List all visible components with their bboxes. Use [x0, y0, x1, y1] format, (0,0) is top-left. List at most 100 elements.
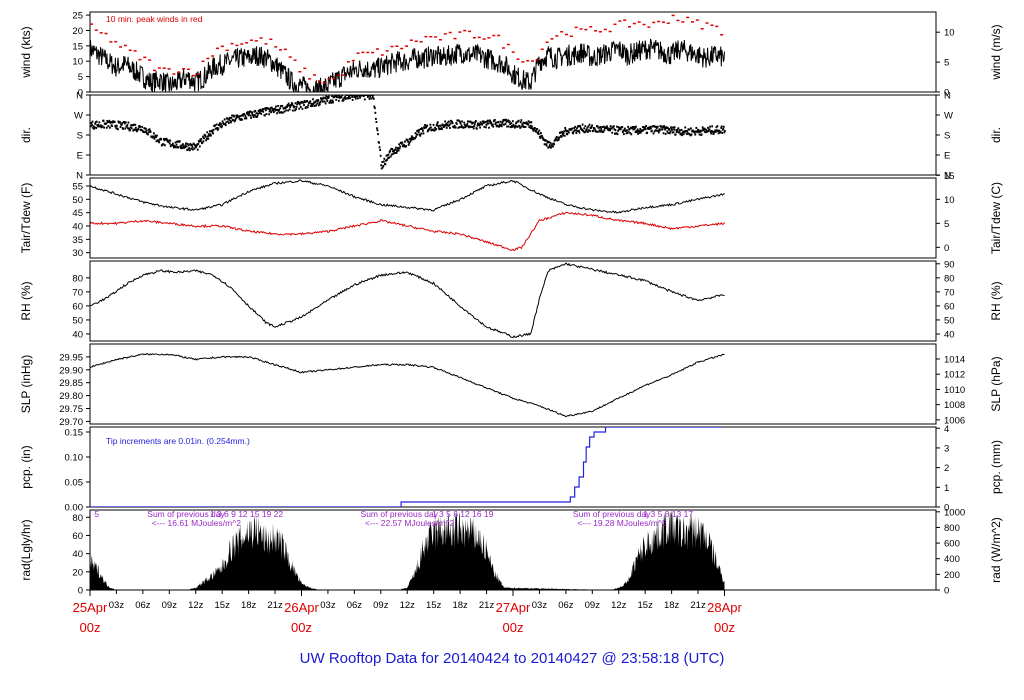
direction-point [113, 120, 116, 123]
direction-point [357, 97, 359, 100]
direction-point [388, 156, 391, 159]
direction-point [175, 146, 177, 149]
peak-wind-mark [569, 35, 573, 38]
direction-point [610, 127, 613, 130]
direction-point [532, 128, 534, 131]
direction-point [462, 126, 465, 129]
direction-point [336, 95, 339, 96]
direction-point [589, 129, 591, 132]
left-tick-label: 29.90 [59, 365, 83, 376]
direction-point [477, 122, 479, 125]
direction-point [486, 120, 488, 123]
direction-point [144, 131, 147, 134]
direction-point [107, 120, 110, 123]
direction-point [656, 129, 659, 132]
direction-point [672, 126, 674, 129]
direction-point [318, 102, 321, 105]
direction-point [561, 130, 563, 133]
y-axis-label-right: RH (%) [989, 281, 1003, 320]
direction-point [374, 117, 377, 120]
direction-point [281, 104, 284, 107]
peak-wind-mark [564, 33, 568, 36]
direction-point [559, 131, 562, 134]
direction-point [226, 117, 229, 120]
right-tick-label: 4 [944, 424, 949, 435]
direction-point [673, 126, 676, 129]
direction-point [562, 134, 564, 137]
direction-point [130, 127, 133, 130]
peak-wind-mark [414, 40, 418, 43]
direction-point [454, 126, 457, 129]
right-tick-label: 2 [944, 463, 949, 474]
direction-point [254, 109, 257, 112]
direction-point [644, 126, 646, 129]
direction-point [272, 111, 275, 114]
direction-point [671, 128, 673, 131]
direction-point [661, 128, 664, 131]
left-tick-label: 15 [72, 41, 83, 52]
direction-point [460, 124, 463, 127]
direction-point [321, 98, 323, 101]
direction-point [297, 102, 300, 105]
y-axis-label-right: SLP (hPa) [989, 356, 1003, 411]
direction-point [189, 143, 192, 146]
direction-point [334, 95, 337, 98]
right-tick-label: N [944, 91, 951, 102]
peak-wind-mark [438, 38, 442, 41]
direction-point [487, 119, 489, 122]
peak-wind-mark [623, 19, 627, 21]
direction-point [529, 126, 532, 129]
direction-point [292, 104, 295, 107]
direction-point [111, 125, 113, 128]
direction-point [723, 130, 726, 133]
direction-point [119, 121, 121, 124]
direction-point [464, 125, 467, 128]
direction-point [484, 126, 487, 129]
direction-point [490, 121, 493, 124]
direction-point [644, 128, 647, 131]
left-tick-label: 30 [72, 248, 83, 259]
x-tick-label: 18z [241, 600, 257, 611]
direction-point [93, 126, 96, 129]
direction-point [216, 126, 219, 129]
direction-point [447, 120, 450, 123]
direction-point [258, 112, 261, 115]
direction-point [618, 127, 621, 130]
direction-point [233, 115, 236, 118]
direction-point [408, 137, 411, 140]
direction-point [444, 124, 447, 127]
direction-point [269, 107, 272, 110]
direction-point [415, 133, 418, 136]
peak-wind-mark [501, 47, 505, 49]
direction-point [545, 143, 548, 146]
direction-point [571, 127, 573, 130]
peak-wind-mark [162, 67, 166, 69]
direction-point [459, 120, 461, 123]
direction-point [433, 129, 436, 132]
direction-point [271, 109, 274, 112]
peak-wind-mark [540, 48, 544, 51]
direction-point [387, 157, 389, 160]
direction-point [617, 129, 619, 132]
direction-point [90, 125, 92, 128]
direction-point [500, 125, 503, 128]
rad-annotation: <--- 22.57 MJoules/m^2 [365, 518, 455, 528]
left-tick-label: 40 [72, 549, 83, 560]
direction-point [373, 107, 376, 110]
direction-point [315, 99, 318, 102]
direction-point [622, 129, 625, 132]
peak-wind-mark [99, 32, 103, 34]
peak-wind-mark [613, 23, 617, 26]
direction-point [146, 132, 148, 135]
direction-point [461, 120, 463, 123]
left-tick-label: 55 [72, 182, 83, 193]
direction-point [240, 114, 243, 117]
direction-point [447, 124, 450, 127]
direction-point [108, 119, 111, 122]
direction-point [253, 110, 256, 113]
direction-point [293, 105, 296, 108]
direction-point [390, 147, 393, 150]
direction-point [682, 130, 684, 133]
